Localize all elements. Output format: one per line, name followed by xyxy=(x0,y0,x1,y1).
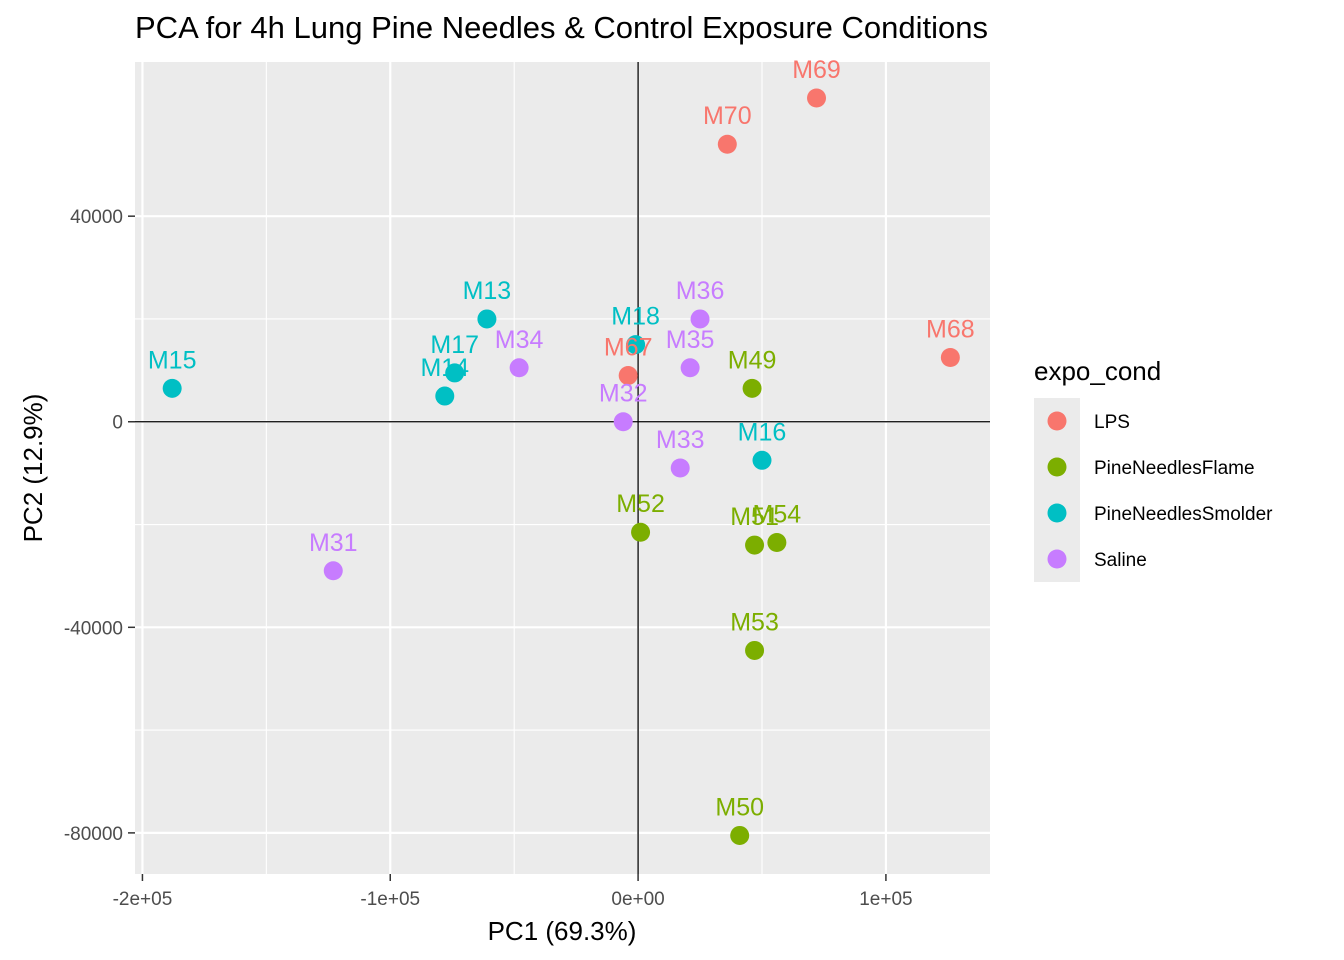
data-point-label: M31 xyxy=(309,529,358,557)
legend-label: PineNeedlesSmolder xyxy=(1094,504,1273,525)
data-point xyxy=(618,365,638,385)
legend-entries: LPS PineNeedlesFlame PineNeedlesSmolder Sal… xyxy=(1034,398,1273,582)
x-tick-label: 1e+05 xyxy=(859,889,912,910)
data-point-label: M14 xyxy=(420,354,469,382)
chart-title: PCA for 4h Lung Pine Needles & Control E… xyxy=(135,10,988,45)
data-point xyxy=(717,134,737,154)
legend-key xyxy=(1047,549,1067,569)
x-tick-label: -1e+05 xyxy=(360,889,420,910)
data-point-label: M17 xyxy=(430,331,479,359)
data-point xyxy=(626,335,646,355)
data-point xyxy=(745,640,765,660)
data-point xyxy=(680,358,700,378)
data-point xyxy=(742,378,762,398)
data-point xyxy=(613,412,633,432)
data-point xyxy=(435,386,455,406)
data-point xyxy=(745,535,765,555)
data-point-label: M18 xyxy=(611,303,660,331)
data-point-label: M49 xyxy=(728,346,777,374)
point-layer xyxy=(162,88,960,845)
legend-key xyxy=(1047,503,1067,523)
data-point-label: M70 xyxy=(703,102,752,130)
data-point-label: M32 xyxy=(599,380,648,408)
data-point xyxy=(730,825,750,845)
y-tick-label: -80000 xyxy=(64,824,123,845)
data-point xyxy=(670,458,690,478)
y-axis-ticks: 40000 0 -40000 -80000 xyxy=(64,207,135,845)
x-tick-label: 0e+00 xyxy=(611,889,664,910)
y-tick-label: 40000 xyxy=(70,207,123,228)
y-tick-label: -40000 xyxy=(64,618,123,639)
data-point xyxy=(477,309,497,329)
legend-key xyxy=(1047,457,1067,477)
data-point-label: M50 xyxy=(715,793,764,821)
data-point-label: M35 xyxy=(666,326,715,354)
legend-key xyxy=(1047,411,1067,431)
data-point-label: M52 xyxy=(616,490,665,518)
data-point-label: M36 xyxy=(676,277,725,305)
data-point xyxy=(445,363,465,383)
data-point xyxy=(509,358,529,378)
data-point xyxy=(752,450,772,470)
data-point-label: M15 xyxy=(148,346,197,374)
data-point-label: M51 xyxy=(730,503,779,531)
data-point xyxy=(807,88,827,108)
data-point-label: M16 xyxy=(738,418,787,446)
data-point xyxy=(940,348,960,368)
data-point-label: M34 xyxy=(495,326,544,354)
y-axis-title: PC2 (12.9%) xyxy=(18,394,48,543)
legend-title: expo_cond xyxy=(1034,356,1161,386)
data-point-label: M68 xyxy=(926,316,975,344)
y-tick-label: 0 xyxy=(112,413,123,434)
legend-label: LPS xyxy=(1094,412,1130,433)
data-point-label: M69 xyxy=(792,56,841,84)
legend: expo_cond LPS PineNeedlesFlame PineNeedles… xyxy=(1034,356,1273,582)
data-point xyxy=(631,522,651,542)
data-point xyxy=(323,561,343,581)
x-axis-title: PC1 (69.3%) xyxy=(488,916,637,946)
data-point-label: M53 xyxy=(730,608,779,636)
plot-panel xyxy=(135,62,990,874)
data-point xyxy=(767,533,787,553)
data-point-label: M54 xyxy=(753,501,802,529)
x-axis-ticks: -2e+05 -1e+05 0e+00 1e+05 xyxy=(113,874,913,910)
data-point-label: M13 xyxy=(463,277,512,305)
legend-label: Saline xyxy=(1094,550,1147,571)
legend-label: PineNeedlesFlame xyxy=(1094,458,1255,479)
x-tick-label: -2e+05 xyxy=(113,889,173,910)
data-point xyxy=(162,378,182,398)
data-point xyxy=(690,309,710,329)
reference-lines xyxy=(135,62,990,874)
data-point-label: M33 xyxy=(656,426,705,454)
data-point-label: M67 xyxy=(604,333,653,361)
